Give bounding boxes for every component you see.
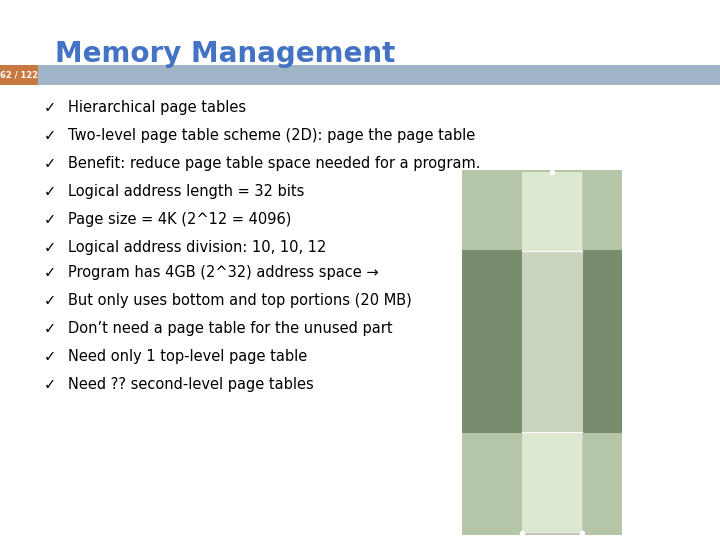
Text: ✓: ✓ <box>44 100 56 115</box>
Text: 2³² bytes = 4 GB: 2³² bytes = 4 GB <box>375 348 457 357</box>
Text: Need only 1 top-level page table: Need only 1 top-level page table <box>68 349 307 364</box>
Text: Don’t need a page table for the unused part: Don’t need a page table for the unused p… <box>68 321 392 336</box>
Text: Need ?? second-level page tables: Need ?? second-level page tables <box>68 377 314 392</box>
Text: ✓: ✓ <box>44 128 56 143</box>
Text: ✓: ✓ <box>44 240 56 255</box>
Text: ✓: ✓ <box>44 265 56 280</box>
Text: 62 / 122: 62 / 122 <box>0 71 38 79</box>
Text: Memory Management: Memory Management <box>55 40 395 68</box>
Text: ✓: ✓ <box>44 156 56 171</box>
Bar <box>522 172 582 252</box>
Text: Logical address division: 10, 10, 12: Logical address division: 10, 10, 12 <box>68 240 326 255</box>
Bar <box>462 170 622 251</box>
Text: 8 MB: 8 MB <box>627 204 660 217</box>
Bar <box>462 170 622 535</box>
Text: ✓: ✓ <box>44 184 56 199</box>
Bar <box>522 172 582 533</box>
Text: ✓: ✓ <box>44 349 56 364</box>
Text: ✓: ✓ <box>44 293 56 308</box>
Text: Program has 4GB (2^32) address space →: Program has 4GB (2^32) address space → <box>68 265 379 280</box>
Text: Hierarchical page tables: Hierarchical page tables <box>68 100 246 115</box>
Bar <box>462 433 622 535</box>
Bar <box>0 65 38 85</box>
Text: Logical address length = 32 bits: Logical address length = 32 bits <box>68 184 305 199</box>
Text: ✓: ✓ <box>44 321 56 336</box>
Bar <box>522 432 582 533</box>
Text: Two-level page table scheme (2D): page the page table: Two-level page table scheme (2D): page t… <box>68 128 475 143</box>
Text: ✓: ✓ <box>44 212 56 227</box>
Text: But only uses bottom and top portions (20 MB): But only uses bottom and top portions (2… <box>68 293 412 308</box>
Text: ✓: ✓ <box>44 377 56 392</box>
Text: 12 MB: 12 MB <box>627 477 668 490</box>
Bar <box>38 65 720 85</box>
Text: Benefit: reduce page table space needed for a program.: Benefit: reduce page table space needed … <box>68 156 480 171</box>
Text: Page size = 4K (2^12 = 4096): Page size = 4K (2^12 = 4096) <box>68 212 292 227</box>
